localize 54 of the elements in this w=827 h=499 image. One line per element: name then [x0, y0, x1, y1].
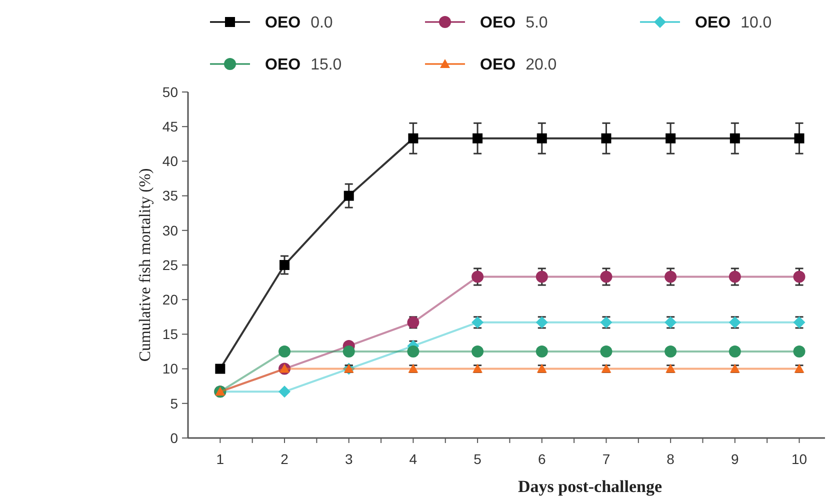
point [215, 364, 226, 374]
point [728, 270, 741, 283]
point [278, 346, 291, 358]
y-tick-label: 30 [162, 222, 178, 238]
x-tick-label: 6 [538, 451, 546, 467]
point [600, 346, 612, 358]
point [472, 270, 484, 283]
y-tick-label: 25 [162, 256, 178, 273]
point [344, 190, 354, 201]
y-axis-title: Cumulative fish mortality (%) [137, 168, 154, 362]
y-tick-label: 40 [162, 153, 178, 170]
y-tick-label: 10 [162, 360, 178, 377]
y-tick-label: 20 [162, 292, 178, 308]
point [728, 346, 741, 358]
point [407, 346, 420, 358]
point [472, 133, 483, 144]
y-tick-label: 35 [162, 188, 178, 204]
y-tick-label: 0 [170, 430, 178, 446]
x-axis-title: Days post-challenge [518, 477, 662, 496]
point [278, 386, 291, 398]
point [664, 270, 677, 283]
legend-label: OEO 0.0 [265, 14, 333, 32]
point [664, 346, 677, 358]
point [600, 270, 612, 283]
x-tick-label: 8 [666, 451, 675, 467]
x-tick-label: 2 [280, 451, 289, 467]
x-tick-label: 5 [474, 451, 482, 467]
legend-label: OEO 15.0 [265, 56, 342, 74]
point [536, 133, 547, 144]
x-tick-label: 7 [602, 451, 610, 467]
point [794, 133, 804, 144]
y-tick-label: 15 [162, 326, 178, 342]
point [280, 260, 290, 270]
x-tick-label: 1 [216, 451, 224, 467]
point [601, 133, 612, 144]
point [730, 133, 740, 144]
point [793, 346, 806, 358]
x-tick-label: 3 [344, 451, 353, 467]
y-tick-label: 5 [170, 395, 178, 412]
point [472, 346, 484, 358]
x-tick-label: 4 [409, 451, 418, 467]
point [666, 133, 676, 144]
x-tick-label: 10 [791, 451, 808, 467]
x-tick-label: 9 [731, 451, 740, 467]
point [342, 346, 355, 358]
y-tick-label: 50 [162, 84, 178, 100]
point [793, 270, 806, 283]
point [536, 346, 548, 358]
legend-label: OEO 5.0 [480, 14, 548, 32]
legend-label: OEO 20.0 [480, 56, 557, 74]
point [536, 270, 548, 283]
point [408, 133, 418, 144]
y-tick-label: 45 [162, 118, 178, 134]
legend-label: OEO 10.0 [695, 14, 772, 32]
